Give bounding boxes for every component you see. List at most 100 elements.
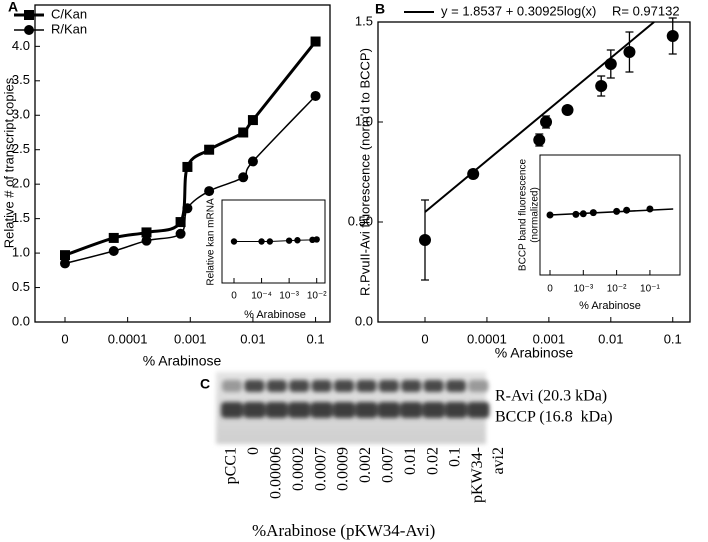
x-tick-label: 10⁻³: [573, 284, 593, 295]
marker: [546, 211, 554, 219]
panel-label: A: [8, 0, 18, 15]
x-tick-label: 10⁻⁴: [251, 291, 272, 302]
legend-label: R/Kan: [51, 21, 87, 36]
marker: [182, 203, 193, 214]
marker: [613, 207, 621, 215]
legend-label: C/Kan: [51, 6, 87, 21]
x-tick-label: 0.1: [307, 331, 325, 346]
band: [445, 402, 467, 418]
y-tick-label: 0.5: [12, 279, 30, 294]
x-tick-label: 10⁻²: [607, 284, 627, 295]
marker: [175, 217, 186, 228]
lane-label: 0.01: [402, 447, 419, 475]
band: [243, 402, 266, 418]
band: [288, 402, 311, 418]
x-tick-label: 0.0001: [108, 331, 148, 346]
gel-caption: %Arabinose (pKW34-Avi): [252, 521, 435, 540]
x-tick-label: 10⁻²: [307, 291, 327, 302]
x-axis-title: % Arabinose: [143, 353, 222, 369]
marker: [313, 236, 320, 243]
y-tick-label: 1.5: [12, 210, 30, 225]
marker: [595, 80, 608, 92]
marker: [60, 250, 70, 261]
marker: [604, 58, 617, 70]
band: [266, 380, 287, 392]
band: [333, 402, 355, 418]
band: [400, 402, 423, 418]
x-tick-label: 0.0001: [467, 331, 507, 346]
marker: [238, 172, 249, 183]
band: [221, 402, 243, 418]
band: [222, 380, 242, 392]
marker: [204, 186, 215, 197]
y-axis-title: R.PvuII-Avi fluorescence (norm'd to BCCP…: [357, 48, 372, 296]
annotation: R= 0.97132: [612, 3, 680, 18]
marker: [108, 232, 119, 243]
x-tick-label: 0.01: [598, 331, 623, 346]
marker: [141, 227, 152, 238]
band: [377, 402, 400, 418]
band: [467, 402, 490, 418]
marker: [108, 246, 119, 257]
y-tick-label: 1.5: [355, 13, 373, 28]
lane-label: 0.0002: [290, 447, 307, 491]
y-tick-label: 4.0: [12, 38, 30, 53]
marker: [141, 235, 152, 246]
marker: [419, 234, 431, 246]
lane-label: 0.1: [447, 447, 464, 467]
x-tick-label: 10⁻³: [279, 291, 299, 302]
lane-label: 0.02: [424, 447, 441, 475]
band: [265, 402, 288, 418]
x-tick-label: 0: [421, 331, 428, 346]
marker: [572, 210, 580, 218]
y-tick-label: 0.0: [12, 313, 30, 328]
marker: [247, 115, 258, 126]
marker: [467, 168, 480, 180]
marker: [540, 116, 553, 128]
marker: [589, 209, 597, 217]
band: [289, 380, 310, 392]
marker: [204, 144, 215, 155]
band: [334, 380, 354, 392]
marker: [258, 238, 265, 245]
marker: [310, 90, 321, 101]
band: [378, 380, 399, 392]
marker: [247, 156, 258, 167]
y-tick-label: 3.0: [12, 107, 30, 122]
marker: [646, 205, 654, 213]
marker: [579, 210, 587, 218]
lane-label: 0.002: [357, 447, 374, 483]
marker: [666, 30, 679, 42]
band: [422, 402, 445, 418]
marker: [533, 134, 546, 146]
y-tick-label: 2.0: [12, 176, 30, 191]
band: [311, 380, 332, 392]
marker: [60, 258, 70, 269]
band: [446, 380, 466, 392]
x-tick-label: 0.01: [240, 331, 265, 346]
series-line: [424, 21, 655, 213]
band: [244, 380, 265, 392]
lane-label: pKW34-: [469, 447, 486, 503]
x-tick-label: 0.1: [664, 331, 682, 346]
x-tick-label: 0: [61, 331, 68, 346]
marker: [238, 127, 249, 138]
marker: [24, 10, 34, 20]
y-tick-label: 0.0: [355, 313, 373, 328]
x-tick-label: 0.001: [174, 331, 207, 346]
y-axis-title: Relative kan mRNA: [206, 198, 217, 286]
lane-label: 0.007: [379, 447, 396, 483]
marker: [623, 206, 631, 214]
y-axis-title: (normalized): [530, 187, 541, 243]
band: [356, 380, 377, 392]
panel-label: B: [375, 1, 385, 17]
band-label: R-Avi (20.3 kDa): [495, 388, 607, 405]
lane-label: avi2: [490, 447, 507, 475]
y-axis-title: BCCP band fluorescence: [518, 159, 529, 272]
x-tick-label: 10⁻¹: [640, 284, 660, 295]
marker: [24, 25, 34, 35]
marker: [623, 46, 636, 58]
marker: [182, 161, 193, 172]
y-tick-label: 1.0: [12, 245, 30, 260]
